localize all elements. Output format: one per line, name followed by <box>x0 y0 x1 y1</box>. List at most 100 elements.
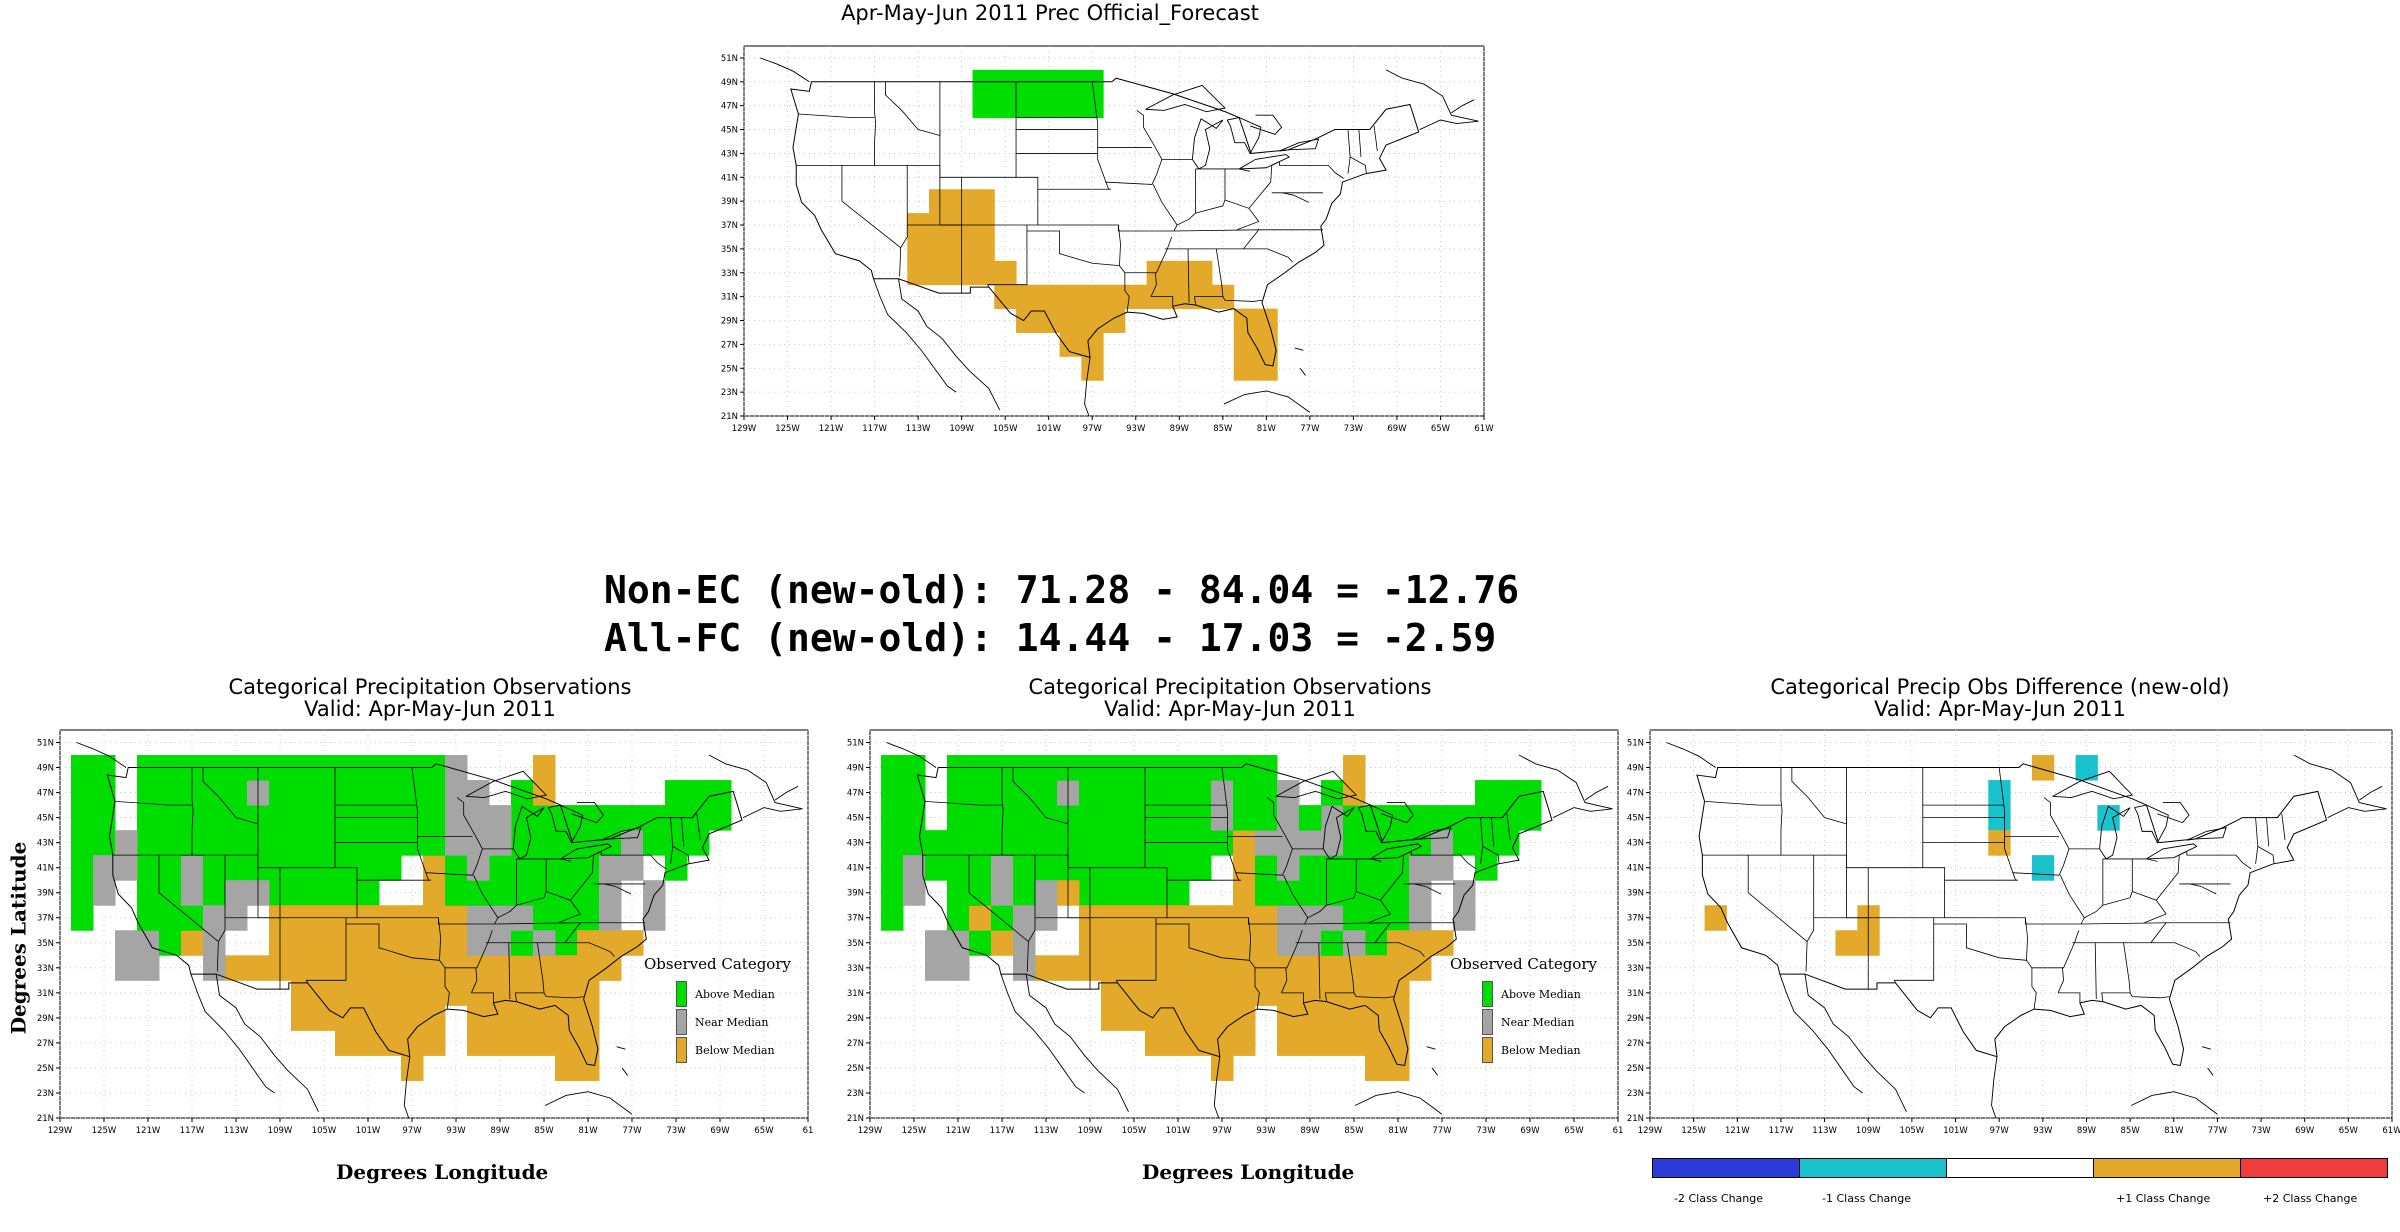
above-median-cell <box>335 880 358 906</box>
lon-tick-label: 93W <box>446 1126 466 1136</box>
state-border <box>987 225 1028 288</box>
lon-tick-label: 105W <box>1900 1126 1925 1136</box>
lon-tick-label: 65W <box>754 1126 774 1136</box>
state-border <box>1173 168 1197 232</box>
state-border <box>1266 797 1287 837</box>
lake-outline <box>2134 804 2169 844</box>
state-border <box>216 855 226 972</box>
below-median-cell <box>1190 260 1213 286</box>
lat-tick-label: 23N <box>1627 1089 1644 1099</box>
above-median-cell <box>1101 880 1124 906</box>
above-median-cell <box>1101 805 1124 831</box>
state-border <box>1236 208 1260 231</box>
lon-tick-label: 65W <box>2339 1126 2359 1136</box>
below-median-cell <box>357 1005 380 1031</box>
us-outline <box>916 763 1553 1067</box>
lon-tick-label: 101W <box>356 1126 381 1136</box>
coastline <box>2131 1091 2218 1115</box>
near-median-label: Near Median <box>695 1015 769 1029</box>
above-median-cell <box>1475 830 1498 856</box>
below-median-cell <box>313 955 336 981</box>
lon-tick-label: 113W <box>224 1126 249 1136</box>
above-median-cell <box>533 805 556 831</box>
above-median-cell <box>1059 93 1082 119</box>
state-border <box>2266 817 2270 847</box>
near-median-cell <box>1277 855 1300 881</box>
below-median-cell <box>1321 1030 1344 1056</box>
lake-outline <box>560 843 612 860</box>
state-border <box>1001 767 1004 856</box>
below-median-cell <box>533 755 556 781</box>
state-border <box>1124 236 1173 274</box>
above-median-cell <box>1189 855 1212 881</box>
near-median-cell <box>93 880 116 906</box>
lat-tick-label: 45N <box>37 814 54 824</box>
above-median-cell <box>159 905 182 931</box>
above-median-cell <box>555 880 578 906</box>
below-median-cell <box>1189 955 1212 981</box>
lon-tick-label: 121W <box>136 1126 161 1136</box>
below-median-cell <box>1124 284 1148 310</box>
us-outline <box>790 77 1420 367</box>
below-median-cell <box>621 930 644 956</box>
below-median-cell <box>1233 930 1256 956</box>
state-border <box>1195 168 1251 172</box>
above-median-cell <box>947 780 970 806</box>
below-median-cell <box>1168 284 1191 310</box>
below-median-cell <box>1321 1005 1344 1031</box>
below-median-cell <box>1035 955 1058 981</box>
above-median-cell <box>137 880 160 906</box>
near-median-cell <box>599 905 622 931</box>
above-median-cell <box>357 880 380 906</box>
lon-tick-label: 85W <box>1344 1126 1364 1136</box>
state-border <box>1893 917 1935 983</box>
below-median-cell <box>1365 1055 1388 1081</box>
lat-tick-label: 37N <box>847 914 864 924</box>
below-median-cell <box>1365 980 1388 1006</box>
below-median-cell <box>1081 332 1104 357</box>
state-border <box>1037 224 1323 232</box>
above-median-cell <box>881 755 904 781</box>
left-map-xlabel: Degrees Longitude <box>336 1160 549 1184</box>
lat-tick-label: 21N <box>847 1114 864 1124</box>
above-median-cell <box>1037 93 1061 119</box>
near-median-cell <box>947 930 970 956</box>
lon-tick-label: 117W <box>1769 1126 1794 1136</box>
below-median-cell <box>1016 308 1039 333</box>
state-border <box>2058 992 2081 1003</box>
near-median-cell <box>137 930 160 956</box>
below-median-cell <box>1233 308 1256 333</box>
below-median-cell <box>1211 1055 1234 1081</box>
minus1-cell <box>2031 855 2055 881</box>
near-median-cell <box>643 880 666 906</box>
lat-tick-label: 33N <box>721 269 738 279</box>
minus1-cell <box>1988 780 2011 806</box>
lat-tick-label: 43N <box>721 149 738 159</box>
above-median-cell <box>1387 905 1410 931</box>
below-median-cell <box>181 930 204 956</box>
coastline <box>571 802 604 824</box>
above-median-cell <box>1189 780 1212 806</box>
lake-outline <box>1275 770 1358 800</box>
below-median-cell <box>1167 955 1190 981</box>
lat-tick-label: 23N <box>847 1089 864 1099</box>
above-median-label: Above Median <box>695 987 775 1001</box>
below-median-cell <box>291 1005 314 1031</box>
lat-tick-label: 39N <box>721 197 738 207</box>
below-median-cell <box>1168 260 1191 286</box>
above-median-cell <box>947 805 970 831</box>
below-median-cell <box>1255 332 1278 357</box>
below-median-cell <box>291 955 314 981</box>
above-median-cell <box>947 880 970 906</box>
below-median-cell <box>423 955 446 981</box>
state-border <box>874 81 877 166</box>
below-median-cell <box>1145 980 1168 1006</box>
below-median-cell <box>291 930 314 956</box>
above-median-cell <box>1255 855 1278 881</box>
above-median-cell <box>1123 880 1146 906</box>
lat-tick-label: 25N <box>1627 1064 1644 1074</box>
near-median-cell <box>1013 930 1036 956</box>
below-median-cell <box>511 955 534 981</box>
below-median-cell <box>1277 1030 1300 1056</box>
coastline <box>1385 69 1479 130</box>
